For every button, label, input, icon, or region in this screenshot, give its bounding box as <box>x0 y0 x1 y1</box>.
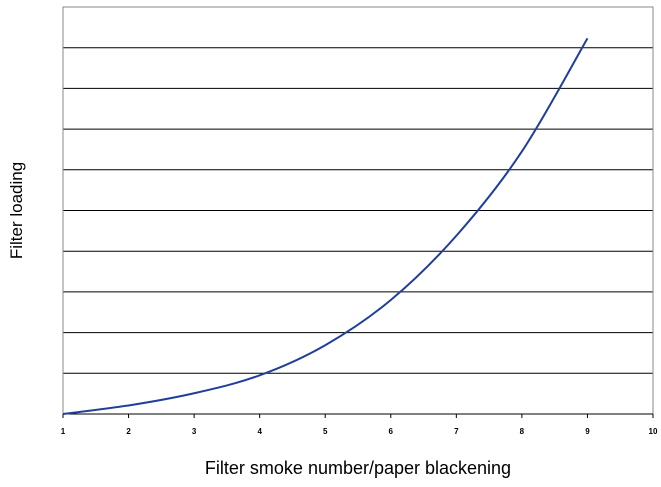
x-tick-label: 2 <box>126 427 131 436</box>
x-axis-ticks: 1 2 3 4 5 6 7 8 9 10 <box>61 414 658 436</box>
gridlines <box>63 47 653 374</box>
x-tick-label: 9 <box>585 427 590 436</box>
x-axis-label: Filter smoke number/paper blackening <box>205 458 511 478</box>
x-tick-label: 6 <box>389 427 394 436</box>
series-line <box>62 37 589 415</box>
x-tick-label: 5 <box>323 427 328 436</box>
x-tick-label: 8 <box>520 427 525 436</box>
x-tick-label: 4 <box>257 427 262 436</box>
y-axis-label: Filter loading <box>7 162 26 259</box>
x-tick-label: 3 <box>192 427 197 436</box>
x-tick-label: 10 <box>649 427 658 436</box>
x-tick-label: 7 <box>454 427 459 436</box>
x-tick-label: 1 <box>61 427 66 436</box>
